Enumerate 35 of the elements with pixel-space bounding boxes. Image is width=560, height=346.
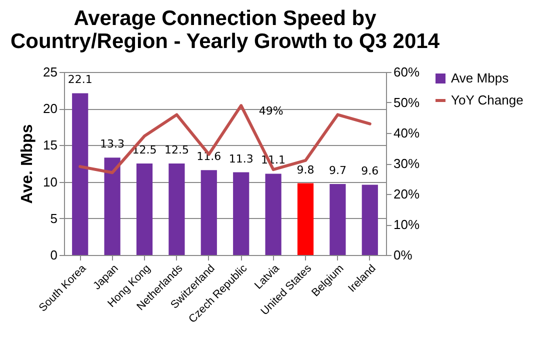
y2-tick-label: 20% — [394, 186, 420, 202]
y2-tick-label: 30% — [394, 156, 420, 171]
y-axis-title: Ave. Mbps — [19, 124, 36, 204]
bar — [72, 93, 88, 255]
data-label: 12.5 — [164, 144, 189, 156]
y-tick-label: 0 — [50, 248, 58, 262]
y2-tick-label: 50% — [394, 95, 420, 110]
y-tick-label: 20 — [43, 101, 58, 116]
y-tick-label: 5 — [50, 210, 58, 226]
data-label: 22.1 — [68, 73, 92, 86]
y-tick-label: 25 — [43, 64, 58, 80]
y2-tick-label: 40% — [394, 126, 420, 140]
bar — [104, 158, 120, 255]
data-label: 9.8 — [296, 163, 314, 176]
bar — [330, 184, 346, 255]
y2-tick-label: 60% — [394, 64, 420, 80]
y2-tick-label: 10% — [394, 217, 420, 232]
bar — [136, 164, 153, 255]
legend-label: Ave Mbps — [451, 70, 510, 86]
bar — [297, 183, 314, 255]
bar — [265, 174, 282, 255]
y-tick-label: 15 — [43, 138, 58, 153]
data-label: 11.3 — [228, 152, 254, 166]
data-label: 49% — [258, 104, 284, 118]
bar — [362, 184, 378, 255]
data-label: 9.6 — [361, 164, 379, 178]
data-label: 9.7 — [328, 164, 346, 177]
bar — [168, 164, 185, 255]
data-label: 13.3 — [100, 138, 125, 151]
y-tick-label: 10 — [43, 174, 58, 190]
bar — [233, 172, 250, 255]
y2-tick-label: 0% — [394, 248, 413, 262]
chart-title: Average Connection Speed by Country/Region - Yearly Growth to Q3 2014 — [10, 7, 440, 53]
legend-label: YoY Change — [451, 92, 524, 108]
bar — [200, 170, 217, 255]
